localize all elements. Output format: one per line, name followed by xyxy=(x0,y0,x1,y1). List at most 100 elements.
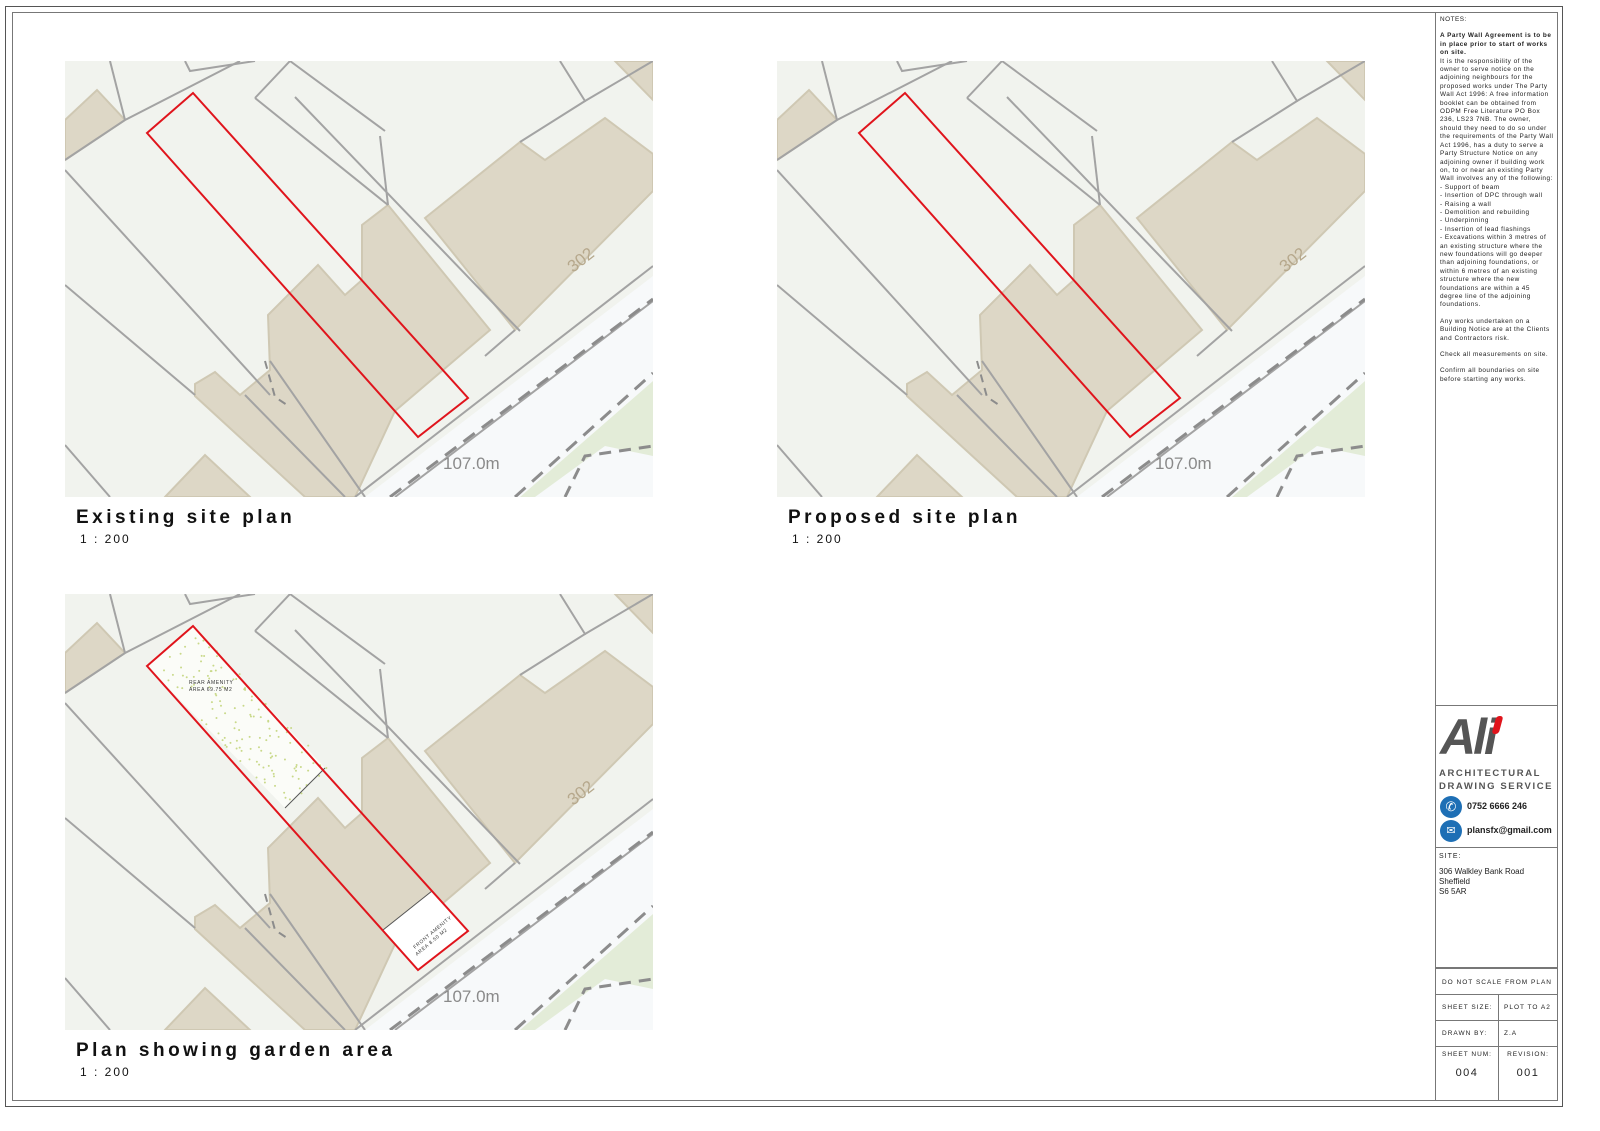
garden-dot xyxy=(201,655,203,657)
phone-number[interactable]: 0752 6666 246 xyxy=(1467,801,1527,811)
notes-list-item: - Support of beam xyxy=(1440,184,1554,192)
elevation-label: 107.0m xyxy=(443,987,500,1006)
garden-dot xyxy=(180,667,182,669)
garden-dot xyxy=(258,709,260,711)
garden-dot xyxy=(210,670,212,672)
garden-dot xyxy=(169,656,171,658)
divider xyxy=(1498,1021,1499,1047)
garden-dot xyxy=(235,721,237,723)
garden-dot xyxy=(290,727,292,729)
garden-dot xyxy=(212,665,214,667)
garden-dot xyxy=(198,643,200,645)
garden-dot xyxy=(212,708,214,710)
garden-dot xyxy=(295,766,297,768)
garden-dot xyxy=(239,673,241,675)
sheet-num-value: 004 xyxy=(1436,1067,1498,1079)
site-map-svg: 302107.0m xyxy=(777,61,1365,497)
email-address[interactable]: plansfx@gmail.com xyxy=(1467,825,1552,835)
garden-dot xyxy=(180,653,182,655)
notes-list-item: - Excavations within 3 metres of an exis… xyxy=(1440,234,1554,310)
garden-dot xyxy=(238,729,240,731)
garden-dot xyxy=(239,747,241,749)
garden-dot xyxy=(301,751,303,753)
garden-dot xyxy=(271,755,273,757)
garden-dot xyxy=(275,755,277,757)
garden-dot xyxy=(250,748,252,750)
site-panel: SITE: 306 Walkley Bank Road Sheffield S6… xyxy=(1436,848,1558,968)
garden-dot xyxy=(278,736,280,738)
notes-list-item: - Insertion of DPC through wall xyxy=(1440,192,1554,200)
garden-dot xyxy=(226,746,228,748)
rear-amenity-label: AREA 69.75 M2 xyxy=(189,687,232,693)
garden-dot xyxy=(285,797,287,799)
proposed-site-plan-map: 302 107.0m xyxy=(777,61,1365,497)
garden-dot xyxy=(222,739,224,741)
garden-dot xyxy=(224,737,226,739)
garden-dot xyxy=(241,738,243,740)
garden-dot xyxy=(172,674,174,676)
garden-dot xyxy=(325,767,327,769)
garden-dot xyxy=(287,727,289,729)
do-not-scale-note: DO NOT SCALE FROM PLAN xyxy=(1436,968,1558,995)
garden-dot xyxy=(289,798,291,800)
garden-dot xyxy=(211,701,213,703)
garden-dot xyxy=(264,781,266,783)
revision-label: REVISION: xyxy=(1498,1051,1558,1058)
garden-dot xyxy=(220,705,222,707)
garden-dot xyxy=(244,689,246,691)
plan-scale: 1 : 200 xyxy=(80,1065,131,1079)
site-address-line1: 306 Walkley Bank Road xyxy=(1439,867,1555,877)
garden-dot xyxy=(258,764,260,766)
site-map-svg: 302107.0m xyxy=(65,61,653,497)
garden-dot xyxy=(220,667,222,669)
garden-area-plan-map: 302 107.0m REAR AMENITY AREA 69.75 M2 FRONT … xyxy=(65,594,653,1030)
garden-dot xyxy=(242,705,244,707)
garden-dot xyxy=(224,744,226,746)
garden-dot xyxy=(299,787,301,789)
garden-dot xyxy=(270,752,272,754)
garden-dot xyxy=(239,760,241,762)
plan-title: Plan showing garden area xyxy=(76,1040,395,1062)
envelope-icon: ✉ xyxy=(1440,820,1462,842)
garden-dot xyxy=(307,745,309,747)
garden-dot xyxy=(271,770,273,772)
garden-dot xyxy=(202,640,204,642)
garden-dot xyxy=(224,712,226,714)
brand-line1: ARCHITECTURAL xyxy=(1439,768,1541,779)
garden-dot xyxy=(296,764,298,766)
notes-heading: NOTES: xyxy=(1440,16,1554,24)
garden-dot xyxy=(250,716,252,718)
garden-dot xyxy=(256,776,258,778)
garden-dot xyxy=(249,714,251,716)
drawn-by-label: DRAWN BY: xyxy=(1442,1030,1487,1037)
garden-dot xyxy=(236,740,238,742)
garden-dot xyxy=(292,776,294,778)
notes-list-item: - Demolition and rebuilding xyxy=(1440,209,1554,217)
garden-dot xyxy=(259,737,261,739)
garden-dot xyxy=(234,727,236,729)
notes-confirm: Confirm all boundaries on site before st… xyxy=(1440,367,1554,384)
notes-list-item: - Underpinning xyxy=(1440,217,1554,225)
garden-dot xyxy=(205,723,207,725)
notes-panel: NOTES: A Party Wall Agreement is to be i… xyxy=(1436,12,1558,706)
garden-dot xyxy=(200,660,202,662)
garden-dot xyxy=(203,655,205,657)
title-block: NOTES: A Party Wall Agreement is to be i… xyxy=(1435,12,1558,1101)
site-label: SITE: xyxy=(1439,852,1555,862)
garden-dot xyxy=(274,785,276,787)
garden-dot xyxy=(219,700,221,702)
garden-dot xyxy=(249,736,251,738)
garden-dot xyxy=(184,646,186,648)
garden-dot xyxy=(163,669,165,671)
garden-dot xyxy=(298,778,300,780)
garden-dot xyxy=(198,670,200,672)
notes-body: It is the responsibility of the owner to… xyxy=(1440,58,1554,184)
garden-dot xyxy=(273,775,275,777)
garden-dot xyxy=(260,716,262,718)
garden-dot xyxy=(283,792,285,794)
plan-title: Existing site plan xyxy=(76,507,295,529)
garden-dot xyxy=(207,675,209,677)
brand-panel: Ali ARCHITECTURAL DRAWING SERVICE ✆ 0752… xyxy=(1436,706,1558,848)
garden-dot xyxy=(295,770,297,772)
garden-dot xyxy=(289,742,291,744)
